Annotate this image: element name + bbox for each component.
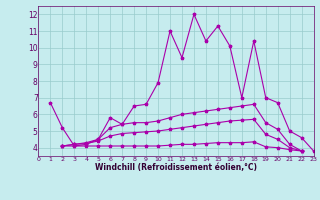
X-axis label: Windchill (Refroidissement éolien,°C): Windchill (Refroidissement éolien,°C) (95, 163, 257, 172)
